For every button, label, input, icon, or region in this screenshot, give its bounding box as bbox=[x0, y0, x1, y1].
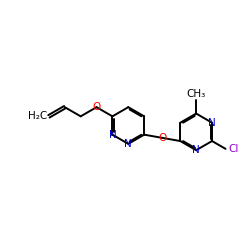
Text: N: N bbox=[124, 139, 132, 149]
Text: O: O bbox=[158, 133, 166, 143]
Text: H₂C: H₂C bbox=[28, 111, 47, 121]
Text: N: N bbox=[192, 145, 200, 155]
Text: N: N bbox=[208, 118, 216, 128]
Text: Cl: Cl bbox=[228, 144, 239, 154]
Text: CH₃: CH₃ bbox=[186, 88, 206, 99]
Text: O: O bbox=[92, 102, 101, 112]
Text: N: N bbox=[108, 130, 116, 140]
